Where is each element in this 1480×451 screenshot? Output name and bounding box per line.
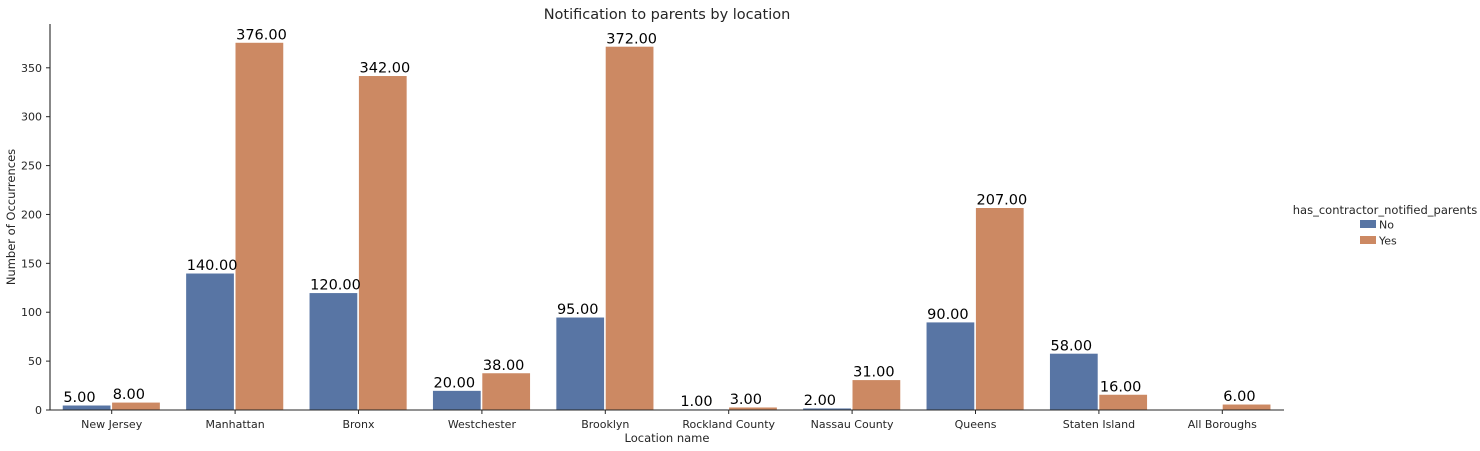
y-axis-label: Number of Occurrences [4, 149, 18, 285]
y-tick-label: 250 [21, 160, 42, 173]
y-tick-label: 0 [35, 404, 42, 417]
x-tick-label: Bronx [342, 418, 375, 431]
chart-title: Notification to parents by location [544, 7, 791, 23]
data-label-yes-5: 3.00 [730, 392, 762, 408]
x-tick-label: Queens [955, 418, 997, 431]
bar-yes-6 [851, 379, 902, 411]
data-label-no-0: 5.00 [63, 390, 95, 406]
legend-swatch-no [1360, 220, 1376, 228]
data-label-yes-0: 8.00 [113, 387, 145, 403]
data-label-yes-1: 376.00 [236, 27, 287, 43]
x-tick-label: Staten Island [1063, 418, 1135, 431]
x-tick-label: New Jersey [81, 418, 143, 431]
bar-no-7 [925, 321, 976, 411]
bar-yes-8 [1098, 393, 1148, 411]
data-label-no-6: 2.00 [804, 393, 836, 409]
bar-yes-0 [111, 401, 161, 411]
y-axis: 0 50 100 150 200 250 300 350 [21, 24, 51, 417]
legend-title: has_contractor_notified_parents [1293, 203, 1477, 217]
x-tick-label: All Boroughs [1188, 418, 1257, 431]
y-tick-label: 200 [21, 208, 42, 221]
y-tick-label: 150 [21, 257, 42, 270]
legend-entry-no: No [1379, 219, 1394, 232]
y-tick-label: 100 [21, 306, 42, 319]
data-label-yes-7: 207.00 [977, 193, 1028, 209]
data-label-no-2: 120.00 [310, 278, 361, 294]
data-label-yes-2: 342.00 [360, 61, 411, 77]
data-label-no-8: 58.00 [1051, 338, 1093, 354]
data-label-no-4: 95.00 [557, 302, 599, 318]
bar-yes-2 [358, 75, 408, 411]
legend-swatch-yes [1360, 236, 1376, 244]
data-labels-group: 5.00 140.00 120.00 20.00 95.00 1.00 2.00 90.00 5… [63, 27, 1255, 410]
bar-yes-3 [481, 372, 531, 411]
x-tick-label: Nassau County [811, 418, 894, 431]
x-tick-label: Westchester [448, 418, 517, 431]
x-tick-label: Rockland County [682, 418, 775, 431]
data-label-yes-8: 16.00 [1100, 379, 1142, 395]
bars-group [61, 41, 1272, 411]
data-label-no-7: 90.00 [927, 307, 969, 323]
y-tick-label: 350 [21, 62, 42, 75]
bar-no-1 [185, 272, 235, 411]
bar-yes-7 [975, 207, 1025, 411]
bar-yes-1 [234, 41, 285, 411]
data-label-no-5: 1.00 [680, 394, 712, 410]
bar-no-4 [555, 316, 605, 411]
x-axis-label: Location name [625, 431, 710, 445]
data-label-yes-3: 38.00 [483, 358, 525, 374]
y-tick-label: 50 [28, 355, 42, 368]
bar-no-8 [1049, 352, 1099, 411]
data-label-no-3: 20.00 [434, 375, 476, 391]
legend-entry-yes: Yes [1378, 235, 1397, 248]
x-tick-label: Manhattan [205, 418, 264, 431]
bar-no-2 [308, 292, 359, 411]
data-label-yes-9: 6.00 [1223, 389, 1255, 405]
x-tick-label: Brooklyn [581, 418, 629, 431]
x-axis: New Jersey Manhattan Bronx Westchester Brook… [50, 409, 1284, 431]
data-label-yes-4: 372.00 [606, 31, 657, 47]
legend: has_contractor_notified_parents No Yes [1293, 203, 1477, 248]
data-label-yes-6: 31.00 [853, 365, 895, 381]
data-label-no-1: 140.00 [187, 258, 238, 274]
bar-no-3 [432, 390, 482, 411]
y-tick-label: 300 [21, 111, 42, 124]
bar-yes-4 [604, 45, 655, 411]
